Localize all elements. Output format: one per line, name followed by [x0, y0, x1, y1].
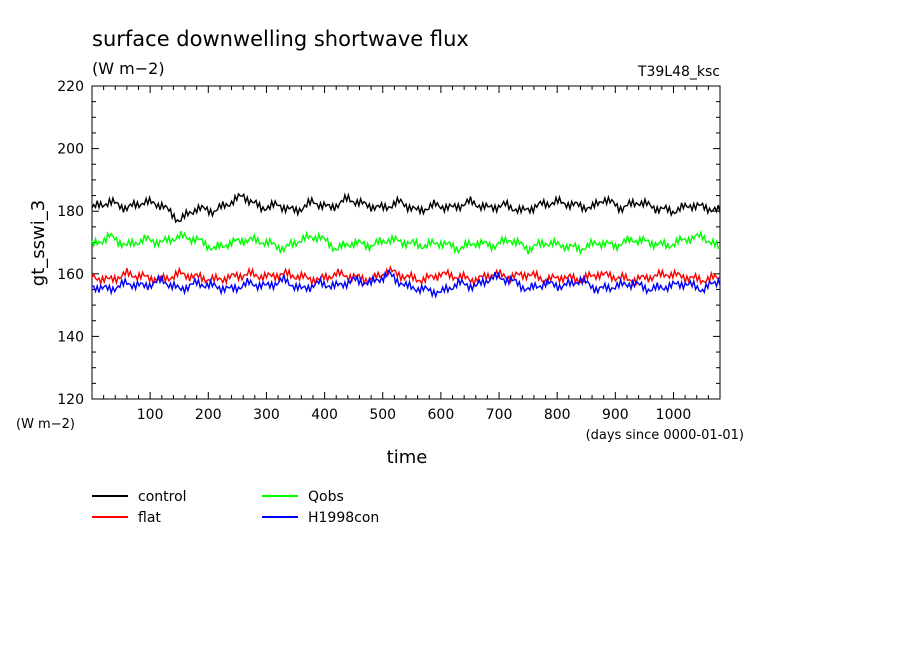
x-tick-label: 300: [253, 407, 280, 423]
y-axis-title: gt_sswi_3: [28, 200, 49, 286]
y-tick-label: 180: [57, 204, 84, 220]
series-lines: [91, 192, 721, 299]
series-line-flat: [91, 264, 721, 288]
x-tick-label: 400: [311, 407, 338, 423]
x-tick-label: 700: [486, 407, 513, 423]
series-line-control: [91, 192, 721, 224]
y-axis-units: (W m−2): [16, 417, 75, 432]
x-tick-label: 600: [428, 407, 455, 423]
run-label: T39L48_ksc: [637, 64, 720, 80]
x-axis-units: (days since 0000-01-01): [586, 428, 744, 443]
y-tick-label: 140: [57, 329, 84, 345]
y-tick-label: 120: [57, 392, 84, 408]
y-axis: 120 140 160 180 200 220: [57, 79, 720, 408]
x-tick-label: 500: [369, 407, 396, 423]
series-line-h1998con: [91, 269, 721, 299]
x-axis-title: time: [387, 447, 428, 468]
x-tick-label: 800: [544, 407, 571, 423]
y-tick-label: 160: [57, 267, 84, 283]
y-tick-label: 200: [57, 142, 84, 158]
legend-label-qobs: Qobs: [308, 489, 344, 505]
x-tick-label: 900: [602, 407, 629, 423]
chart-subtitle-units: (W m−2): [92, 59, 165, 78]
y-tick-label: 220: [57, 79, 84, 95]
legend-label-h1998con: H1998con: [308, 510, 379, 526]
series-line-qobs: [91, 229, 721, 256]
legend: control Qobs flat H1998con: [92, 489, 379, 526]
chart-title: surface downwelling shortwave flux: [92, 27, 469, 51]
legend-label-flat: flat: [138, 510, 161, 526]
x-tick-label: 200: [195, 407, 222, 423]
x-tick-label: 100: [137, 407, 164, 423]
x-axis: 100 200 300 400 500 600 700 800 900 1000: [103, 86, 709, 423]
legend-label-control: control: [138, 489, 187, 505]
x-tick-label: 1000: [656, 407, 692, 423]
